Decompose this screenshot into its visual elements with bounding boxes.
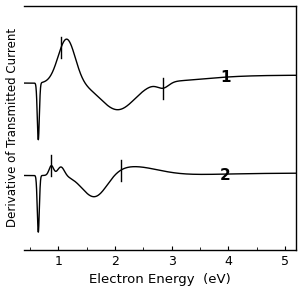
Text: 1: 1 bbox=[220, 69, 230, 85]
X-axis label: Electron Energy  (eV): Electron Energy (eV) bbox=[89, 273, 231, 286]
Y-axis label: Derivative of Transmitted Current: Derivative of Transmitted Current bbox=[5, 28, 18, 227]
Text: 2: 2 bbox=[220, 168, 231, 183]
